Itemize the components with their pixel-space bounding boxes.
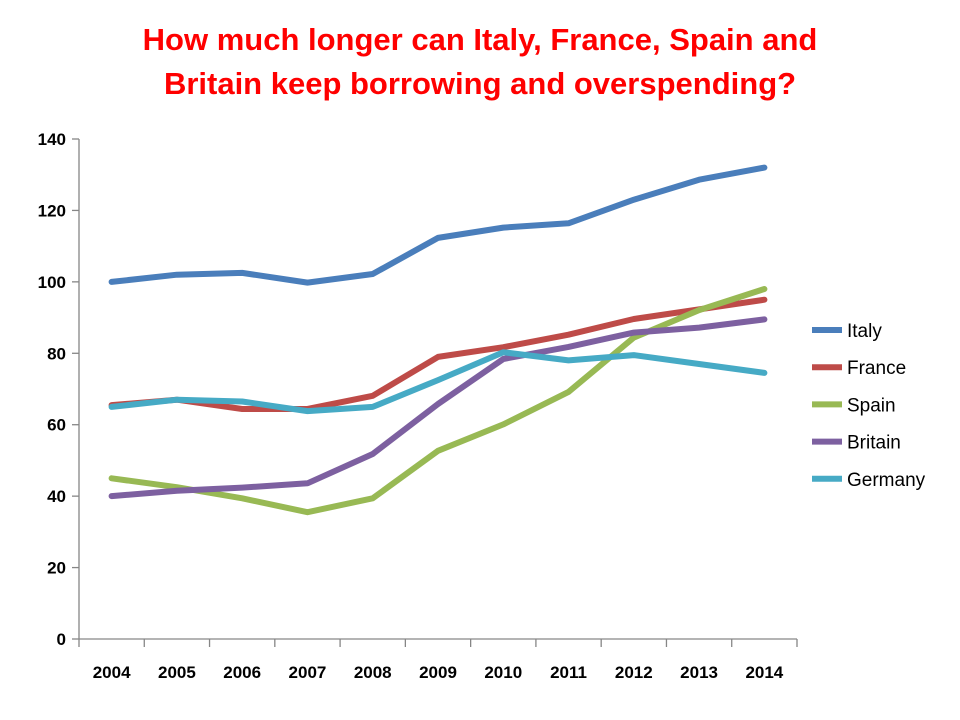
- x-axis-ticks: 2004 2005 2006 2007 2008 2009 2010 2011 2012 2013…: [78, 639, 798, 682]
- x-tick-label: 2009: [419, 663, 457, 682]
- legend-label-france: France: [847, 358, 906, 379]
- y-axis-ticks: 0 20 40 60 80 100 120 140: [38, 130, 79, 649]
- x-tick-label: 2007: [289, 663, 327, 682]
- series-lines: [108, 164, 768, 516]
- series-line-italy: [108, 164, 768, 286]
- y-tick-label: 20: [47, 559, 66, 578]
- series-line-france: [108, 296, 768, 412]
- chart-title-line-2: Britain keep borrowing and overspending?: [163, 66, 797, 101]
- chart-title: How much longer can Italy, France, Spain…: [0, 18, 960, 106]
- x-tick-label: 2010: [484, 663, 522, 682]
- y-tick-label: 100: [38, 273, 66, 292]
- y-tick-label: 60: [47, 416, 66, 435]
- legend: Italy France Spain Britain Germany: [812, 321, 926, 491]
- x-tick-label: 2008: [354, 663, 392, 682]
- y-tick-label: 140: [38, 130, 66, 149]
- x-tick-label: 2011: [550, 663, 587, 682]
- chart-axes: [78, 139, 797, 640]
- y-tick-label: 40: [47, 487, 66, 506]
- legend-label-spain: Spain: [847, 395, 896, 416]
- x-tick-label: 2006: [223, 663, 261, 682]
- series-line-germany: [108, 349, 768, 415]
- x-tick-label: 2012: [615, 663, 653, 682]
- y-tick-label: 120: [38, 201, 66, 220]
- legend-label-italy: Italy: [847, 321, 882, 342]
- legend-label-britain: Britain: [847, 433, 901, 454]
- series-line-britain: [108, 316, 768, 500]
- y-tick-label: 0: [57, 630, 66, 649]
- y-tick-label: 80: [47, 344, 66, 363]
- x-tick-label: 2013: [680, 663, 718, 682]
- chart-title-line-1: How much longer can Italy, France, Spain…: [142, 22, 818, 57]
- x-tick-label: 2005: [158, 663, 196, 682]
- legend-label-germany: Germany: [847, 470, 926, 491]
- x-tick-label: 2004: [93, 663, 131, 682]
- x-tick-label: 2014: [745, 663, 783, 682]
